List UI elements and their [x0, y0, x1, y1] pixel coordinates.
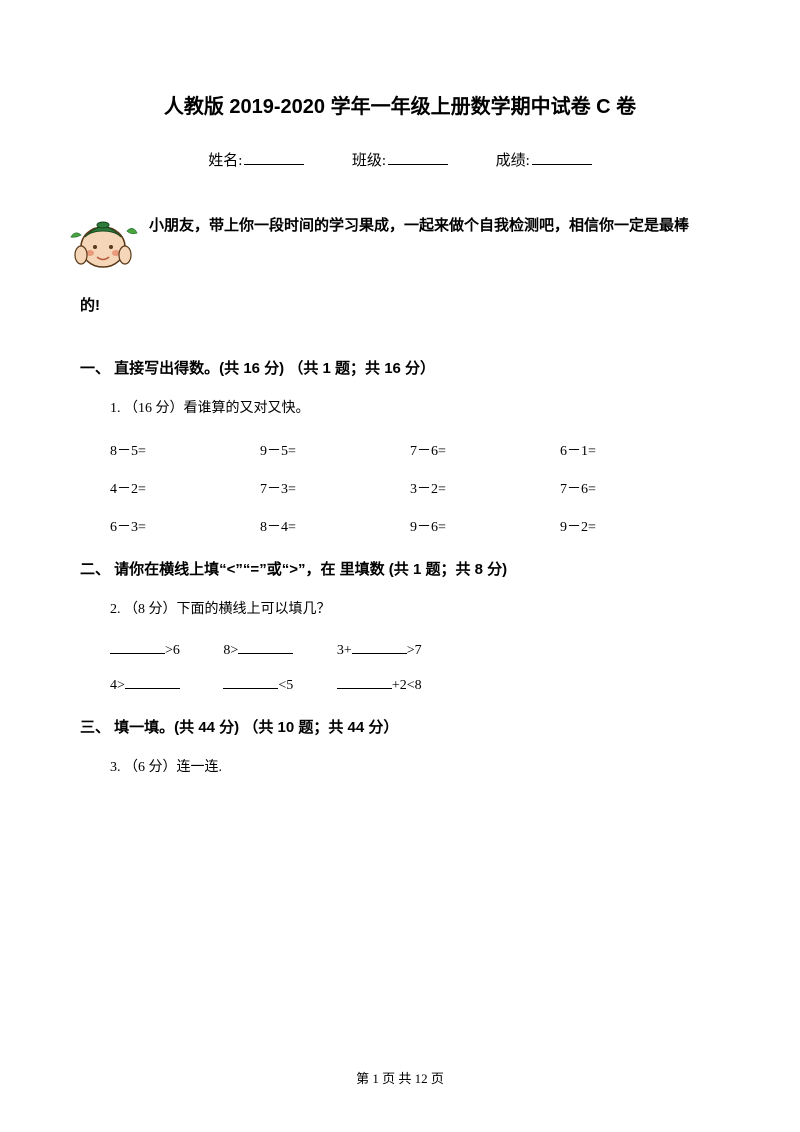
eq-cell: 3－2= [410, 478, 560, 498]
fill-blank[interactable] [223, 677, 278, 689]
fill-row-1: >6 8> 3+ >7 [110, 642, 720, 659]
eq-cell: 9－5= [260, 440, 410, 460]
score-blank[interactable] [532, 151, 592, 165]
intro-line2: 的! [80, 285, 720, 327]
equation-row: 8－5= 9－5= 7－6= 6－1= [110, 440, 720, 460]
exam-title: 人教版 2019-2020 学年一年级上册数学期中试卷 C 卷 [80, 90, 720, 119]
fill-blank[interactable] [110, 642, 165, 654]
fill-blank[interactable] [125, 677, 180, 689]
fill-blank[interactable] [352, 642, 407, 654]
fill-text: 3+ [337, 643, 352, 658]
section3-head: 三、 填一填。(共 44 分) （共 10 题；共 44 分） [80, 716, 720, 737]
name-blank[interactable] [244, 151, 304, 165]
question-1: 1. （16 分）看谁算的又对又快。 [110, 398, 720, 420]
fill-item: 3+ >7 [337, 642, 422, 659]
eq-cell: 9－6= [410, 516, 560, 536]
fill-item: >6 [110, 642, 180, 659]
fill-text: 8> [223, 643, 238, 658]
fill-text: 4> [110, 678, 125, 693]
question-2: 2. （8 分）下面的横线上可以填几？ [110, 599, 720, 621]
section2-head: 二、 请你在横线上填“<”“=”或“>”，在 里填数 (共 1 题；共 8 分) [80, 558, 720, 579]
fill-row-2: 4> <5 +2<8 [110, 677, 720, 694]
eq-cell: 8－4= [260, 516, 410, 536]
eq-cell: 7－6= [560, 478, 710, 498]
eq-cell: 4－2= [110, 478, 260, 498]
intro-line1: 小朋友，带上你一段时间的学习果成，一起来做个自我检测吧，相信你一定是最棒 [149, 217, 689, 234]
mascot-icon [65, 205, 145, 275]
eq-cell: 8－5= [110, 440, 260, 460]
fill-text: >6 [165, 643, 180, 658]
fill-item: 4> [110, 677, 180, 694]
fill-blank[interactable] [337, 677, 392, 689]
class-blank[interactable] [388, 151, 448, 165]
equation-row: 6－3= 8－4= 9－6= 9－2= [110, 516, 720, 536]
equation-row: 4－2= 7－3= 3－2= 7－6= [110, 478, 720, 498]
intro-block: 小朋友，带上你一段时间的学习果成，一起来做个自我检测吧，相信你一定是最棒 的! [80, 205, 720, 327]
fill-item: +2<8 [337, 677, 422, 694]
fill-item: 8> [223, 642, 293, 659]
fill-text: +2<8 [392, 678, 422, 693]
fill-text: >7 [407, 643, 422, 658]
eq-cell: 7－6= [410, 440, 560, 460]
eq-cell: 7－3= [260, 478, 410, 498]
question-3: 3. （6 分）连一连. [110, 757, 720, 779]
eq-cell: 6－1= [560, 440, 710, 460]
fill-item: <5 [223, 677, 293, 694]
class-label: 班级: [352, 149, 386, 170]
page-footer: 第 1 页 共 12 页 [0, 1068, 800, 1087]
score-label: 成绩: [496, 149, 530, 170]
fill-blank[interactable] [238, 642, 293, 654]
section1-head: 一、 直接写出得数。(共 16 分) （共 1 题；共 16 分） [80, 357, 720, 378]
fill-text: <5 [278, 678, 293, 693]
eq-cell: 6－3= [110, 516, 260, 536]
student-info-line: 姓名: 班级: 成绩: [80, 149, 720, 170]
name-label: 姓名: [208, 149, 242, 170]
eq-cell: 9－2= [560, 516, 710, 536]
